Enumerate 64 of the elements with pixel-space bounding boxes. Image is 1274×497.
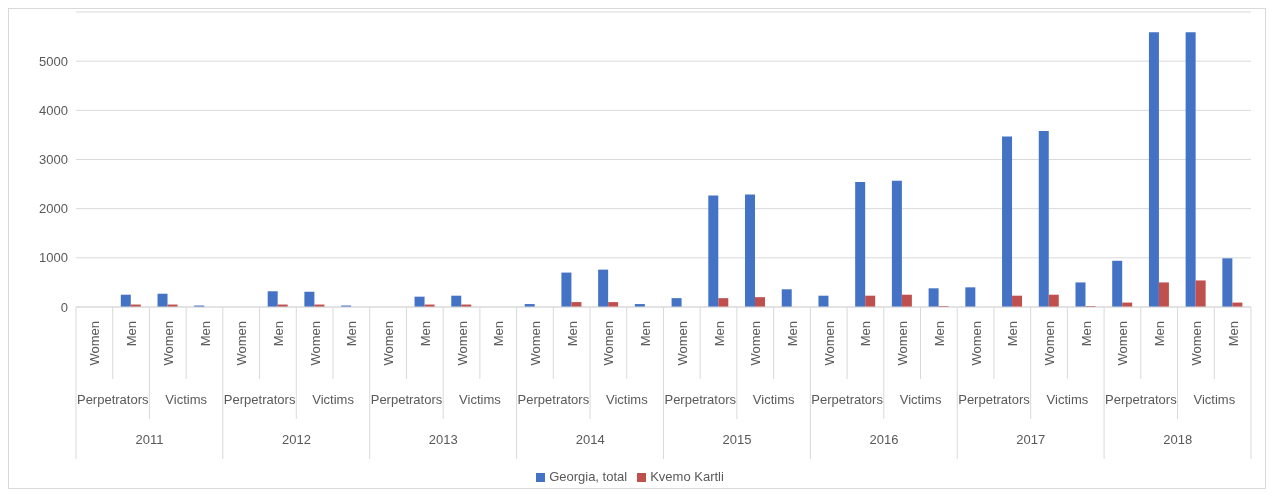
- text: Victims: [752, 392, 796, 407]
- text: Victims: [899, 392, 942, 407]
- y-tick-label: 4000: [39, 102, 68, 118]
- x-tick-label: Women: [1115, 321, 1131, 366]
- y-tick-label: 1000: [39, 250, 68, 266]
- x-tick-label: Women: [160, 321, 176, 366]
- x-tick-label: Women: [748, 321, 764, 366]
- x-tick-label: Men: [417, 321, 433, 347]
- x-tick-label: Women: [527, 321, 543, 366]
- x-tick-label: Women: [307, 321, 323, 366]
- x-tick-label: Women: [895, 321, 911, 366]
- x-tick-label: Men: [1225, 321, 1241, 347]
- text: 2011: [135, 432, 164, 447]
- y-tick-label: 5000: [39, 53, 68, 69]
- text: Perpetrators: [370, 392, 443, 407]
- x-tick-label: Women: [87, 321, 103, 366]
- text: 2012: [281, 432, 311, 447]
- x-tick-label: Men: [1078, 321, 1094, 347]
- x-tick-label: Women: [381, 321, 397, 366]
- text: Victims: [312, 392, 355, 407]
- x-tick-label: Men: [711, 321, 727, 347]
- legend-label: Georgia, total: [549, 469, 628, 484]
- y-tick-label: 0: [60, 299, 68, 315]
- text: Perpetrators: [1105, 392, 1178, 407]
- text: 2015: [722, 432, 752, 447]
- x-tick-label: Men: [491, 321, 507, 347]
- text: 2017: [1016, 432, 1046, 447]
- x-tick-label: Men: [931, 321, 947, 347]
- x-tick-label: Men: [638, 321, 654, 347]
- x-tick-label: Women: [1188, 321, 1204, 366]
- x-tick-label: Women: [968, 321, 984, 366]
- y-tick-label: 2000: [39, 201, 68, 217]
- text: 2016: [869, 432, 899, 447]
- legend-label: Kvemo Kartli: [650, 469, 724, 484]
- text: Victims: [1193, 392, 1236, 407]
- text: Victims: [165, 392, 208, 407]
- text: 2014: [575, 432, 605, 447]
- x-tick-label: Women: [234, 321, 250, 366]
- text: Victims: [605, 392, 649, 407]
- text: Perpetrators: [76, 392, 150, 407]
- x-tick-label: Women: [601, 321, 617, 366]
- x-tick-label: Men: [858, 321, 874, 347]
- x-tick-label: Men: [344, 321, 360, 347]
- y-tick-label: 3000: [39, 152, 68, 168]
- text: 2013: [428, 432, 458, 447]
- x-tick-label: Women: [1042, 321, 1058, 366]
- x-tick-label: Women: [454, 321, 470, 366]
- text: Perpetrators: [664, 392, 737, 407]
- x-tick-label: Men: [124, 321, 140, 347]
- x-tick-label: Men: [1152, 321, 1168, 347]
- x-tick-label: Women: [821, 321, 837, 366]
- text: Perpetrators: [223, 392, 296, 407]
- text: Perpetrators: [517, 392, 590, 407]
- x-tick-label: Men: [785, 321, 801, 347]
- x-tick-label: Men: [564, 321, 580, 347]
- x-tick-label: Men: [197, 321, 213, 347]
- text: 2018: [1163, 432, 1193, 447]
- x-tick-label: Women: [674, 321, 690, 366]
- text: Victims: [1046, 392, 1089, 407]
- x-tick-label: Men: [1005, 321, 1021, 347]
- text: Victims: [459, 392, 502, 407]
- x-tick-label: Men: [270, 321, 286, 347]
- text: Perpetrators: [811, 392, 884, 407]
- text: Perpetrators: [958, 392, 1031, 407]
